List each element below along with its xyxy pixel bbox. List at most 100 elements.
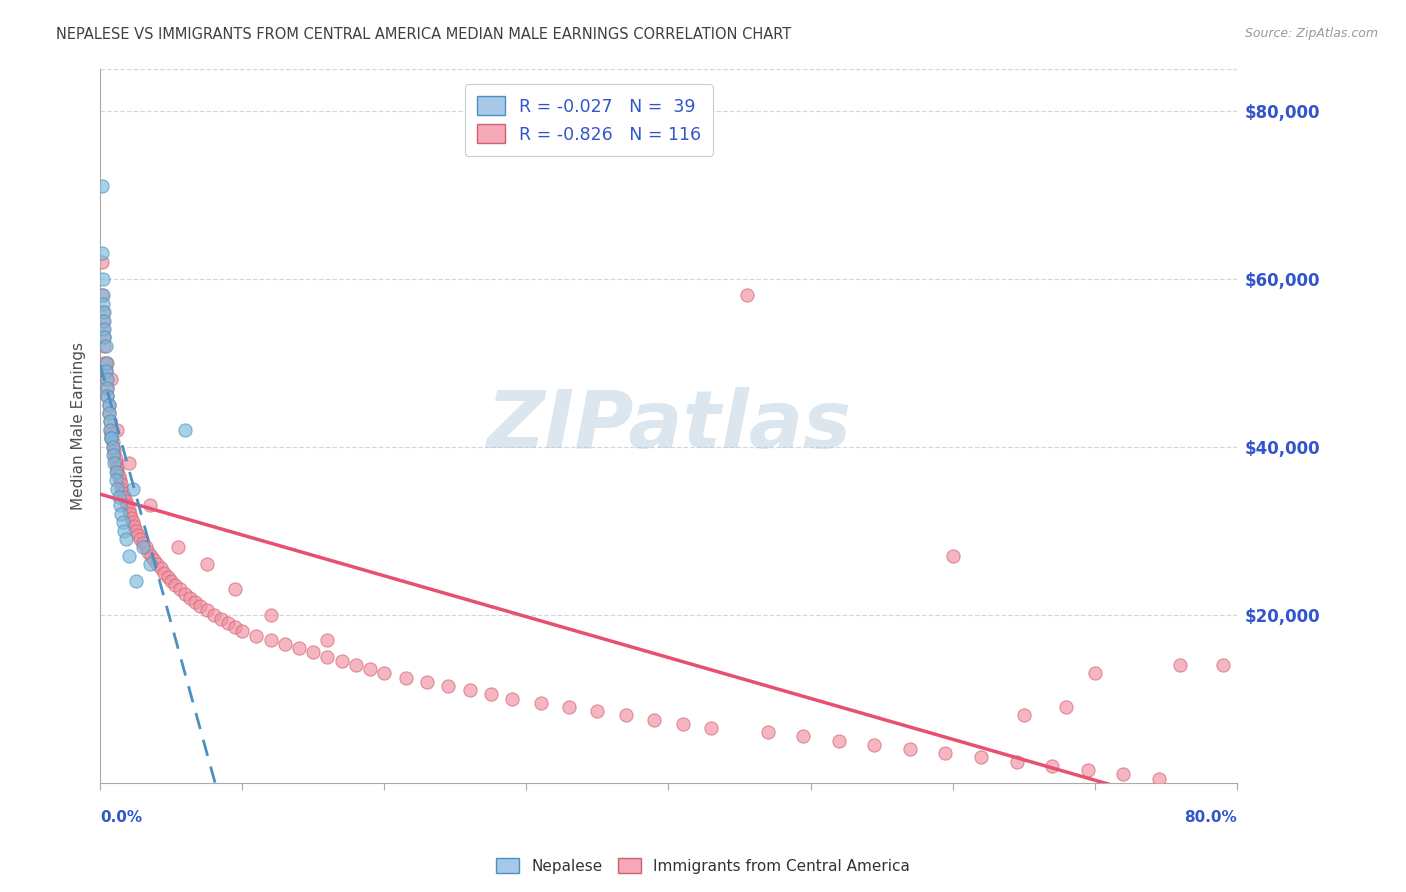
Text: 0.0%: 0.0% (100, 810, 142, 825)
Point (96, 381, 118, 395)
Point (105, 423, 128, 437)
Point (90, 288, 112, 302)
Point (132, 541, 155, 555)
Point (101, 448, 124, 462)
Point (150, 561, 173, 575)
Point (188, 599, 211, 614)
Point (105, 460, 128, 475)
Point (93, 330, 115, 344)
Point (1005, 755, 1028, 769)
Point (91, 271, 114, 285)
Point (132, 536, 155, 550)
Text: Source: ZipAtlas.com: Source: ZipAtlas.com (1244, 27, 1378, 40)
Point (394, 671, 416, 685)
Point (586, 704, 609, 718)
Point (108, 473, 131, 487)
Point (104, 465, 127, 479)
Point (120, 511, 142, 525)
Point (863, 738, 886, 752)
Point (139, 499, 162, 513)
Point (672, 717, 695, 731)
Legend: Nepalese, Immigrants from Central America: Nepalese, Immigrants from Central Americ… (491, 852, 915, 880)
Point (316, 649, 339, 664)
Point (202, 607, 225, 622)
Point (111, 515, 134, 529)
Point (91, 288, 114, 302)
Point (143, 553, 166, 567)
Point (141, 549, 163, 563)
Point (735, 288, 758, 302)
Point (898, 742, 921, 756)
Point (558, 700, 581, 714)
Point (121, 482, 143, 496)
Point (373, 666, 395, 681)
Point (100, 431, 122, 445)
Point (167, 541, 190, 555)
Point (94, 339, 117, 353)
Legend: R = -0.027   N =  39, R = -0.826   N = 116: R = -0.027 N = 39, R = -0.826 N = 116 (465, 85, 713, 156)
Point (302, 645, 325, 659)
Point (756, 725, 779, 739)
Point (643, 713, 665, 727)
Point (124, 524, 146, 538)
Point (129, 532, 152, 546)
Point (112, 524, 135, 538)
Point (184, 595, 207, 609)
Point (153, 566, 176, 580)
Point (97, 398, 120, 412)
Point (259, 607, 281, 622)
Point (94, 364, 117, 378)
Point (93, 305, 115, 319)
Point (101, 440, 124, 454)
Point (101, 440, 124, 454)
Point (479, 688, 502, 702)
Point (970, 750, 993, 764)
Point (110, 507, 132, 521)
Y-axis label: Median Male Earnings: Median Male Earnings (72, 342, 86, 509)
Point (100, 372, 122, 386)
Point (117, 502, 139, 516)
Point (138, 544, 160, 558)
Point (100, 431, 122, 445)
Point (90, 179, 112, 194)
Point (1054, 700, 1077, 714)
Point (98, 423, 121, 437)
Point (700, 721, 723, 735)
Point (124, 574, 146, 588)
Point (259, 632, 281, 647)
Point (195, 558, 218, 572)
Point (224, 620, 246, 634)
Point (118, 507, 141, 521)
Point (330, 654, 353, 668)
Point (117, 457, 139, 471)
Point (501, 691, 523, 706)
Point (98, 414, 121, 428)
Point (104, 473, 127, 487)
Point (437, 679, 460, 693)
Point (174, 423, 197, 437)
Point (91, 322, 114, 336)
Point (103, 457, 125, 471)
Point (97, 406, 120, 420)
Text: ZIPatlas: ZIPatlas (486, 386, 851, 465)
Point (112, 490, 135, 504)
Point (107, 490, 129, 504)
Point (104, 457, 127, 471)
Point (94, 364, 117, 378)
Point (111, 485, 134, 500)
Point (529, 696, 551, 710)
Point (1168, 658, 1191, 673)
Point (344, 658, 367, 673)
Point (96, 381, 118, 395)
Point (98, 423, 121, 437)
Point (135, 541, 157, 555)
Point (117, 549, 139, 563)
Point (107, 469, 129, 483)
Point (90, 246, 112, 260)
Point (1112, 767, 1135, 781)
Point (122, 519, 145, 533)
Point (93, 313, 115, 327)
Point (942, 549, 965, 563)
Point (174, 587, 197, 601)
Point (91, 305, 114, 319)
